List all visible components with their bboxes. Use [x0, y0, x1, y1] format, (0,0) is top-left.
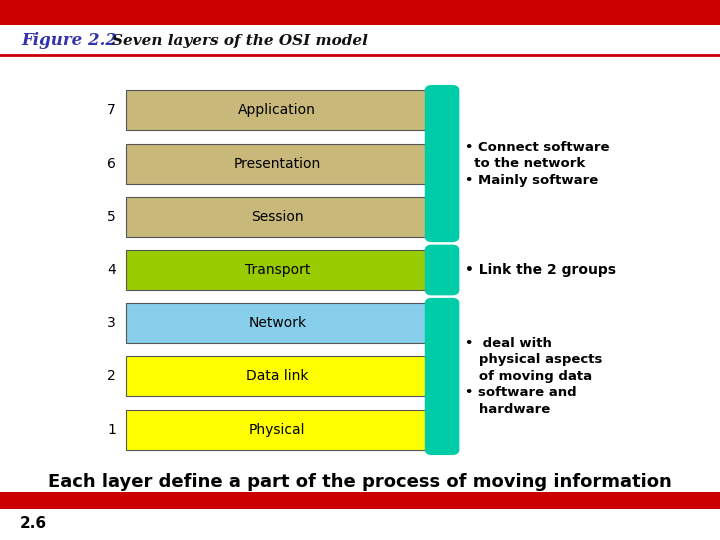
Text: 4: 4: [107, 263, 116, 277]
Bar: [0, 22, 720, 25]
Text: 2: 2: [107, 369, 116, 383]
Text: Data link: Data link: [246, 369, 308, 383]
Text: 7: 7: [107, 103, 116, 117]
Text: 6: 6: [107, 157, 116, 171]
Text: 2.6: 2.6: [20, 516, 48, 531]
Text: 1: 1: [107, 423, 116, 437]
FancyBboxPatch shape: [126, 90, 428, 130]
Text: Each layer define a part of the process of moving information: Each layer define a part of the process …: [48, 472, 672, 491]
FancyBboxPatch shape: [425, 298, 459, 455]
FancyBboxPatch shape: [126, 410, 428, 450]
Text: 3: 3: [107, 316, 116, 330]
FancyBboxPatch shape: [425, 85, 459, 242]
Bar: [0, 492, 720, 509]
Bar: [0, 0, 720, 22]
Text: Presentation: Presentation: [233, 157, 321, 171]
Text: Figure 2.2: Figure 2.2: [22, 32, 117, 49]
FancyBboxPatch shape: [126, 250, 428, 290]
FancyBboxPatch shape: [126, 356, 428, 396]
FancyBboxPatch shape: [126, 144, 428, 184]
FancyBboxPatch shape: [126, 303, 428, 343]
Text: •  deal with
   physical aspects
   of moving data
• software and
   hardware: • deal with physical aspects of moving d…: [465, 337, 603, 416]
FancyBboxPatch shape: [126, 197, 428, 237]
Text: Application: Application: [238, 103, 316, 117]
Text: • Link the 2 groups: • Link the 2 groups: [465, 263, 616, 277]
FancyBboxPatch shape: [425, 245, 459, 295]
Text: Transport: Transport: [245, 263, 310, 277]
Text: Network: Network: [248, 316, 306, 330]
Text: • Connect software
  to the network
• Mainly software: • Connect software to the network • Main…: [465, 140, 610, 186]
Text: Session: Session: [251, 210, 304, 224]
Text: 5: 5: [107, 210, 116, 224]
Text: Seven layers of the OSI model: Seven layers of the OSI model: [112, 33, 367, 48]
Text: Physical: Physical: [249, 423, 305, 437]
